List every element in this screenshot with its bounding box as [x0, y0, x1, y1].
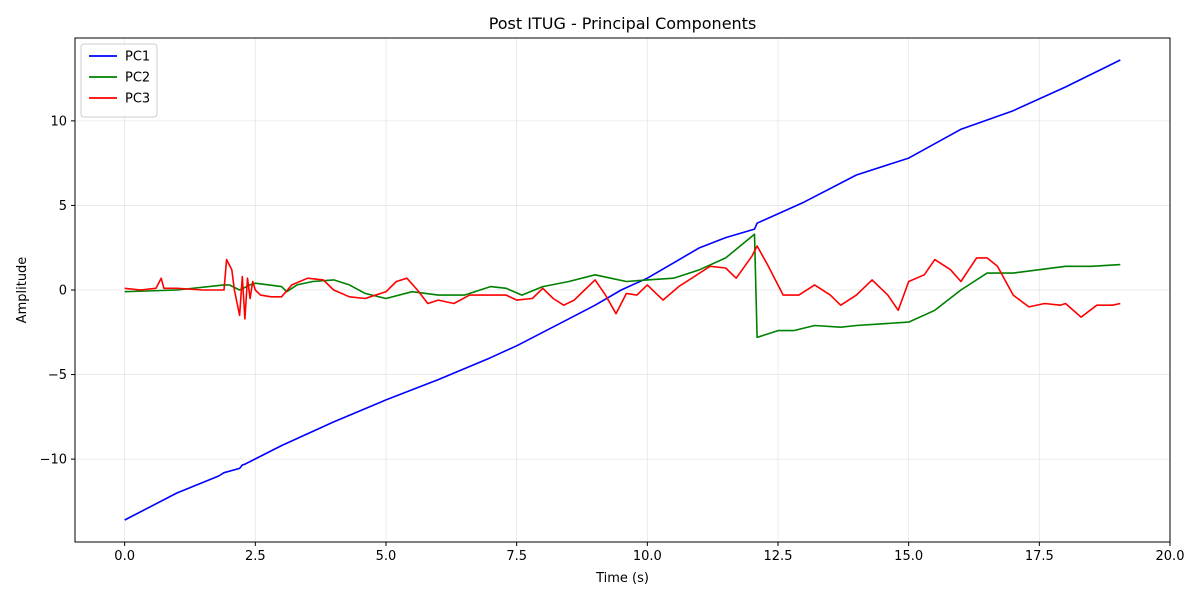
y-tick-label: −10 [40, 453, 67, 468]
series-line-pc2 [124, 233, 1121, 339]
series-line-pc1 [124, 59, 1121, 521]
y-tick-label: 5 [59, 199, 67, 214]
x-tick-label: 17.5 [1025, 549, 1054, 564]
x-axis-label: Time (s) [595, 571, 649, 586]
chart-title: Post ITUG - Principal Components [489, 14, 757, 33]
legend-label: PC2 [125, 71, 150, 86]
x-tick-label: 7.5 [506, 549, 527, 564]
legend: PC1 PC2 PC3 [80, 43, 158, 118]
x-tick-label: 10.0 [633, 549, 662, 564]
series-line-pc3 [124, 245, 1121, 320]
x-tick-label: 15.0 [894, 549, 923, 564]
ticks: 0.0 2.5 5.0 7.5 10.0 12.5 15.0 17.5 20.0 −10 −5 0 5 1… [40, 114, 1185, 564]
y-tick-label: 0 [59, 284, 67, 299]
y-tick-label: 10 [50, 114, 67, 129]
x-tick-label: 0.0 [114, 549, 135, 564]
legend-label: PC3 [125, 92, 150, 107]
series-layer [124, 59, 1121, 521]
legend-label: PC1 [125, 50, 150, 65]
x-tick-label: 20.0 [1156, 549, 1185, 564]
x-tick-label: 12.5 [764, 549, 793, 564]
y-axis-label: Amplitude [15, 257, 30, 324]
x-tick-label: 2.5 [245, 549, 266, 564]
x-tick-label: 5.0 [376, 549, 397, 564]
y-tick-label: −5 [48, 368, 67, 383]
